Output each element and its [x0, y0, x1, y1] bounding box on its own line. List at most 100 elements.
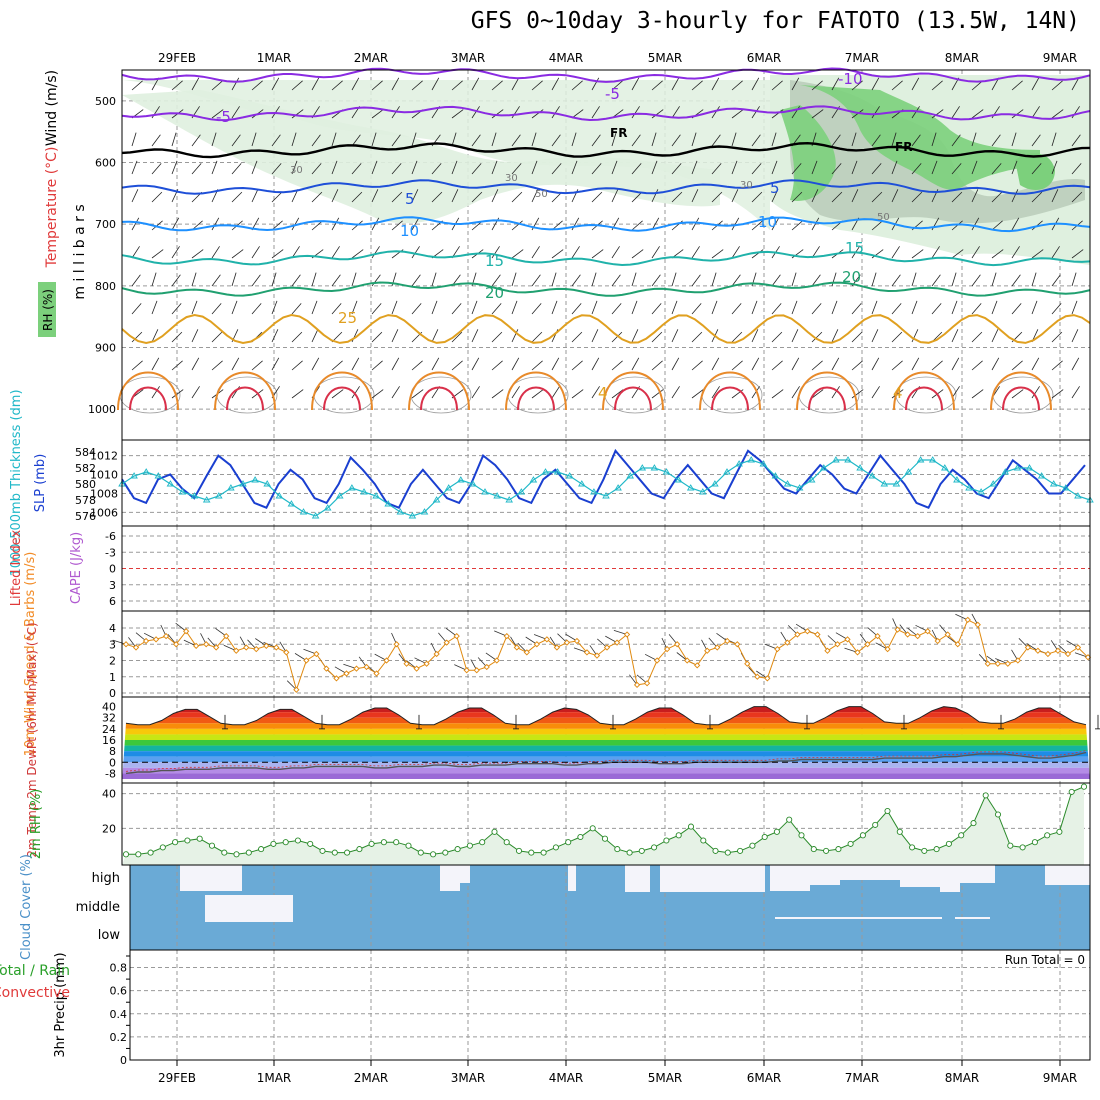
wind-barb [551, 386, 560, 399]
wind-barb [971, 246, 980, 259]
wind-barb [811, 189, 819, 203]
wind-barb [871, 386, 880, 399]
wind-barb [331, 389, 344, 399]
wind-barb [271, 77, 280, 91]
wind-barb [1071, 191, 1083, 203]
wind-barb [471, 106, 480, 119]
wind-barb [271, 191, 283, 203]
wind-barb [951, 249, 964, 259]
wind-barb [271, 329, 279, 343]
wind-speed-marker [513, 644, 520, 651]
rh-marker [712, 847, 719, 854]
wind-barb [931, 360, 943, 371]
wind-barb [151, 191, 163, 203]
isotherm-hot [129, 386, 167, 411]
wind-barb [871, 249, 884, 259]
wind-barb [511, 77, 520, 91]
wind-barb [651, 303, 662, 315]
wind-speed-marker [142, 637, 150, 645]
wind-barb [631, 220, 643, 231]
isotherm-label: 10 [758, 213, 777, 231]
panel-frame [129, 949, 1091, 1061]
wind-barb [131, 160, 138, 175]
wind-barb [391, 163, 402, 175]
wind-barb [651, 274, 661, 287]
wind-speed-marker [633, 681, 641, 689]
wind-barb [231, 300, 238, 315]
wind-barb [711, 163, 722, 175]
isotherm-label: -10 [838, 70, 863, 88]
wind-barb [1011, 80, 1023, 91]
wind-barb [271, 357, 280, 371]
panel-frame [121, 439, 1091, 527]
wind-barb [231, 191, 243, 203]
thickness-marker [287, 500, 296, 507]
wind-barb [571, 80, 583, 91]
rh-marker [258, 846, 265, 853]
wind-barb [891, 360, 903, 371]
isotherm-hot [323, 386, 361, 411]
wind-barb [191, 77, 200, 91]
wind-speed-marker [122, 641, 130, 648]
wind-barb [731, 80, 743, 91]
rh-marker [909, 844, 916, 851]
wind-barb [1011, 109, 1024, 119]
wind-barb [271, 163, 282, 175]
wind-barb [371, 389, 384, 399]
wind-barb [331, 303, 342, 315]
wind-barb [1071, 357, 1080, 371]
wind-barb [611, 132, 617, 147]
wind-barb [491, 132, 497, 147]
date-label-top: 4MAR [549, 51, 584, 65]
wind-barb [811, 331, 823, 343]
wind-speed-marker [603, 644, 611, 651]
thickness-marker [626, 472, 634, 479]
wind-barb [291, 331, 303, 343]
wind-speed-marker [764, 675, 771, 682]
isotherm-hot [808, 386, 846, 411]
wind-barb [451, 331, 463, 343]
isotherm-line [121, 281, 1091, 297]
rh-marker [651, 844, 658, 851]
wind-speed-marker [563, 639, 571, 646]
date-label-bottom: 3MAR [451, 1071, 486, 1085]
wind-barb [771, 109, 784, 119]
wind-barb [591, 386, 600, 399]
wind-barb [191, 300, 198, 315]
rh-legend-swatch [38, 282, 56, 337]
rh-marker [761, 833, 768, 841]
wind-barb [231, 77, 240, 91]
wind-barb [831, 386, 840, 399]
cloud-block [960, 865, 995, 883]
wind-barb [751, 163, 762, 175]
wind-barb [531, 303, 542, 315]
wind-speed-marker [162, 632, 170, 640]
wind-speed-marker [303, 657, 310, 664]
isotherm-label: FR [895, 140, 912, 154]
rh-marker [1068, 788, 1075, 795]
wind-barb [371, 246, 380, 259]
rh-marker [872, 821, 879, 828]
wind-barb [311, 134, 321, 147]
wind-speed-marker [483, 663, 490, 671]
temp-tick-label: 8 [109, 745, 116, 758]
wind-barb [271, 249, 284, 259]
thickness-marker [360, 488, 368, 495]
wind-barb [551, 77, 560, 91]
isotherm-line [121, 67, 1091, 83]
li-tick-label: 3 [109, 579, 116, 592]
wind-barb [1071, 106, 1080, 119]
wind-barb [511, 220, 523, 231]
wind-speed-marker [964, 616, 971, 624]
isotherm-label: 15 [485, 252, 504, 270]
date-label-bottom: 1MAR [257, 1071, 292, 1085]
wind-barb [571, 389, 584, 399]
thickness-marker [723, 468, 731, 475]
wind-barb [491, 80, 503, 91]
wind-speed-marker [553, 644, 561, 651]
wind-barb [591, 191, 603, 203]
wind-speed-marker [313, 650, 320, 658]
thickness-marker [469, 480, 477, 487]
wind-speed-marker [152, 636, 160, 643]
wind-speed-marker [243, 644, 250, 651]
